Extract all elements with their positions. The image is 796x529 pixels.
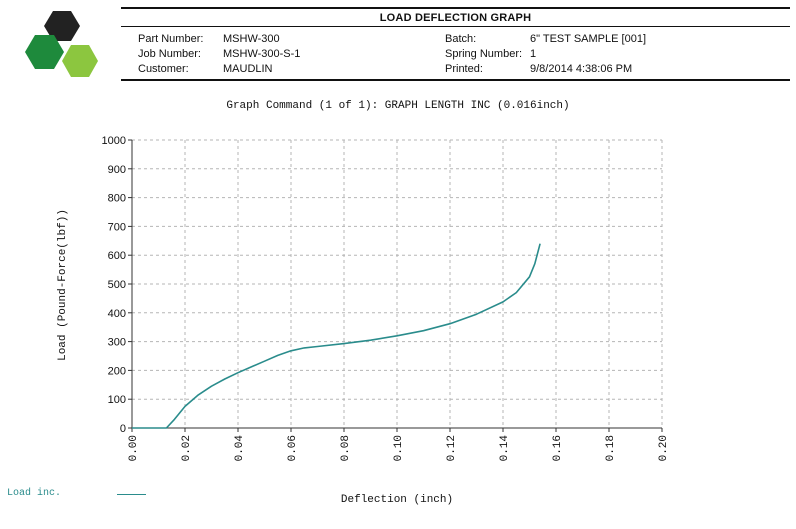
chart-ticks: 0 100 200 300 400 500 600 700 800 900 1000 0.00 0.02… <box>102 135 670 461</box>
header-divider <box>121 26 790 27</box>
part-number-label: Part Number: <box>138 33 204 45</box>
y-tick-label: 500 <box>108 279 126 291</box>
part-number-value: MSHW-300 <box>223 33 280 45</box>
x-tick-label: 0.00 <box>128 435 140 461</box>
legend-label: Load inc. <box>7 488 62 499</box>
x-tick-label: 0.16 <box>552 435 564 461</box>
x-tick-label: 0.14 <box>499 435 511 462</box>
y-tick-label: 800 <box>108 193 126 205</box>
y-tick-label: 200 <box>108 365 126 377</box>
y-tick-label: 400 <box>108 308 126 320</box>
y-tick-label: 100 <box>108 394 126 406</box>
x-tick-label: 0.06 <box>287 435 299 461</box>
y-axis-label: Load (Pound-Force(lbf)) <box>57 209 69 361</box>
series-line-load-inc <box>132 243 541 429</box>
job-number-label: Job Number: <box>138 48 201 60</box>
x-tick-label: 0.18 <box>605 435 617 461</box>
spring-number-label: Spring Number: <box>445 48 523 60</box>
x-tick-label: 0.02 <box>181 435 193 461</box>
logo-hex-lime <box>62 45 98 77</box>
customer-value: MAUDLIN <box>223 63 273 75</box>
y-tick-label: 900 <box>108 164 126 176</box>
job-number-value: MSHW-300-S-1 <box>223 48 301 60</box>
report-header: LOAD DEFLECTION GRAPH Part Number: MSHW-… <box>121 7 790 81</box>
x-tick-label: 0.12 <box>446 435 458 461</box>
y-tick-label: 700 <box>108 221 126 233</box>
spring-number-value: 1 <box>530 48 537 60</box>
printed-value: 9/8/2014 4:38:06 PM <box>530 63 633 75</box>
y-tick-label: 1000 <box>102 135 126 147</box>
x-tick-label: 0.20 <box>658 435 670 461</box>
company-logo-icon <box>25 11 98 77</box>
x-tick-label: 0.08 <box>340 435 352 461</box>
x-axis-label: Deflection (inch) <box>341 494 453 506</box>
batch-label: Batch: <box>445 33 477 45</box>
logo-hex-dark <box>44 11 80 41</box>
report-title: LOAD DEFLECTION GRAPH <box>379 12 532 24</box>
y-tick-label: 300 <box>108 337 126 349</box>
y-tick-label: 600 <box>108 250 126 262</box>
chart-grid <box>132 139 663 428</box>
x-tick-label: 0.04 <box>234 435 246 462</box>
x-tick-label: 0.10 <box>393 435 405 461</box>
printed-label: Printed: <box>445 63 483 75</box>
chart-series <box>132 243 541 429</box>
graph-command: Graph Command (1 of 1): GRAPH LENGTH INC… <box>226 100 570 112</box>
customer-label: Customer: <box>138 63 189 75</box>
y-tick-label: 0 <box>120 423 126 435</box>
legend-swatch <box>117 494 146 495</box>
logo-hex-green <box>25 35 64 69</box>
batch-value: 6" TEST SAMPLE [001] <box>530 33 646 45</box>
